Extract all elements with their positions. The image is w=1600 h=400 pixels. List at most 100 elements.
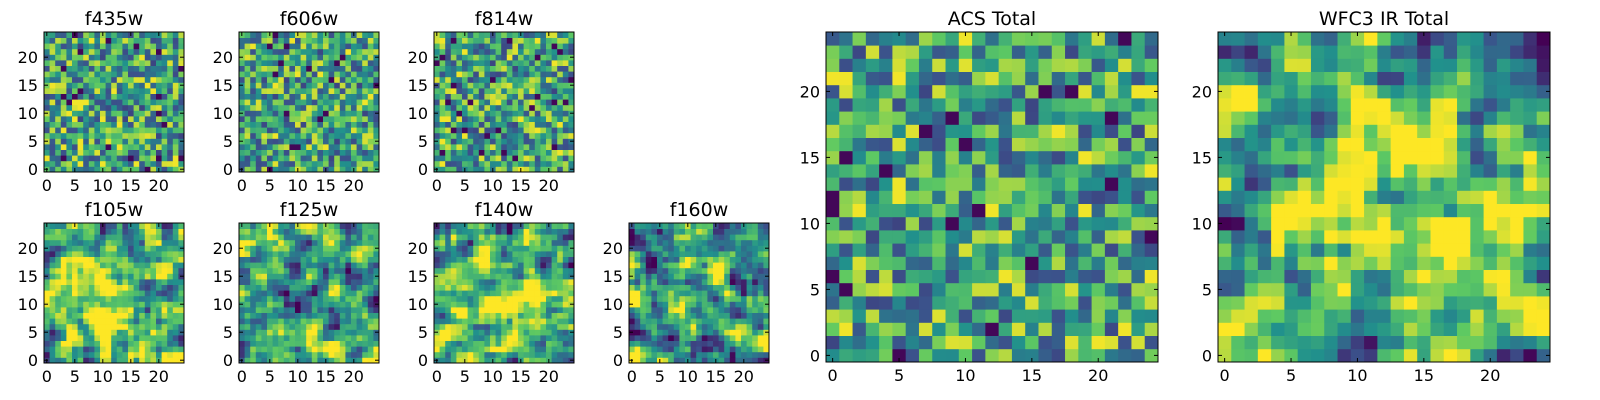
heatmap-cell [1038,282,1053,297]
heatmap-cell [255,256,262,263]
heatmap-cell [473,48,480,55]
heatmap-cell [523,267,530,274]
heatmap-cell [128,82,134,89]
heatmap-cell [534,251,541,257]
heatmap-cell [1051,216,1066,231]
heatmap-cell [640,251,647,257]
heatmap-cell [55,251,62,257]
heatmap-cell [462,346,468,353]
heatmap-cell [323,329,329,336]
heatmap-cell [161,273,168,280]
heatmap-cell [434,60,440,66]
heatmap-cell [311,104,318,111]
heatmap-cell [272,149,279,156]
heatmap-cell [328,279,335,285]
heatmap-cell [546,149,552,156]
heatmap-cell [501,234,508,241]
heatmap-cell [178,323,185,330]
heatmap-cell [757,307,764,313]
heatmap-cell [529,267,536,274]
heatmap-cell [306,301,313,308]
heatmap-cell [467,346,474,353]
heatmap-cell [55,290,62,297]
heatmap-cell [707,284,714,291]
heatmap-cell [534,351,541,358]
heatmap-cell [100,318,106,325]
heatmap-cell [645,273,652,280]
heatmap-cell [44,279,50,285]
heatmap-cell [1078,243,1092,257]
heatmap-cell [696,290,703,297]
heatmap-cell [757,295,764,302]
heatmap-cell [540,329,547,336]
heatmap-cell [172,290,179,297]
heatmap-cell [826,309,840,323]
heatmap-cell [250,239,257,246]
heatmap-cell [311,251,318,257]
heatmap-cell [540,93,547,100]
heatmap-cell [879,296,893,310]
heatmap-cell [523,295,530,302]
heatmap-cell [334,43,341,50]
heatmap-cell [892,335,907,350]
heatmap-cell [351,351,357,358]
heatmap-cell [439,262,446,269]
heatmap-cell [668,323,675,330]
heatmap-cell [439,48,446,55]
heatmap-cell [133,110,140,117]
heatmap-cell [506,335,513,341]
heatmap-cell [83,144,90,150]
heatmap-cell [473,351,480,358]
heatmap-cell [49,116,56,122]
heatmap-cell [640,346,647,353]
heatmap-cell [495,71,502,78]
heatmap-cell [351,346,357,353]
heatmap-cell [958,322,973,336]
heatmap-cell [1091,269,1106,284]
heatmap-cell [306,127,313,134]
heatmap-cell [865,335,880,350]
heatmap-cell [512,279,519,285]
heatmap-cell [44,335,50,341]
heatmap-cell [729,245,736,252]
heatmap-cell [839,282,853,297]
heatmap-cell [757,301,764,308]
heatmap-cell [250,54,257,61]
heatmap-cell [255,60,262,66]
heatmap-cell [167,323,174,330]
heatmap-cell [362,149,369,156]
heatmap-cell [518,88,524,94]
heatmap-cell [439,71,446,78]
heatmap-cell [244,43,251,50]
heatmap-cell [94,65,101,72]
heatmap-cell [116,301,123,308]
heatmap-cell [668,312,675,319]
heatmap-cell [105,234,112,241]
heatmap-cell [334,307,341,313]
heatmap-cell [300,295,307,302]
heatmap-cell [356,65,363,72]
heatmap-cell [662,357,669,364]
heatmap-cell [150,256,157,263]
heatmap-cell [752,273,759,280]
heatmap-cell [523,116,530,122]
heatmap-cell [334,54,341,61]
heatmap-cell [72,307,78,313]
heatmap-cell [1131,282,1146,297]
heatmap-cell [445,290,452,297]
heatmap-cell [512,262,519,269]
heatmap-cell [473,312,480,319]
heatmap-cell [116,335,123,341]
heatmap-cell [133,279,140,285]
heatmap-cell [512,239,519,246]
heatmap-cell [473,301,480,308]
heatmap-cell [261,301,268,308]
heatmap-cell [495,340,502,347]
heatmap-cell [150,279,157,285]
heatmap-cell [439,273,446,280]
heatmap-cell [918,309,933,323]
heatmap-cell [295,239,301,246]
heatmap-cell [128,37,134,44]
heatmap-cell [345,65,352,72]
heatmap-cell [356,239,363,246]
